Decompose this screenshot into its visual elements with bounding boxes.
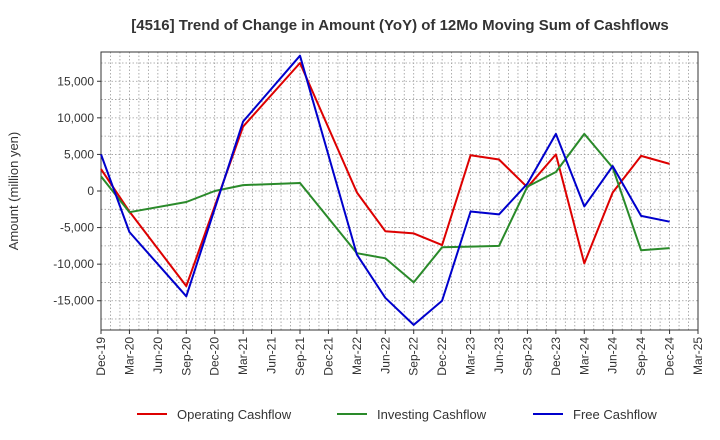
x-tick-label: Dec-23 bbox=[549, 337, 563, 376]
x-tick-label: Mar-21 bbox=[236, 337, 250, 375]
x-tick-label: Mar-20 bbox=[122, 337, 136, 375]
x-tick-label: Dec-21 bbox=[321, 337, 335, 376]
legend: Operating Cashflow Investing Cashflow Free… bbox=[137, 407, 657, 422]
x-tick-label: Mar-23 bbox=[464, 337, 478, 375]
legend-label: Operating Cashflow bbox=[177, 407, 292, 422]
x-tick-label: Dec-22 bbox=[435, 337, 449, 376]
grid-lines bbox=[100, 52, 699, 330]
x-tick-label: Sep-20 bbox=[179, 337, 193, 376]
axes: 15,000 10,000 5,000 0 -5,000 -10,000 -15,000 De… bbox=[53, 51, 705, 376]
y-tick-label: 10,000 bbox=[57, 111, 94, 125]
x-tick-label: Mar-22 bbox=[350, 337, 364, 375]
x-tick-label: Jun-20 bbox=[151, 337, 165, 374]
legend-label: Investing Cashflow bbox=[377, 407, 487, 422]
y-tick-label: 5,000 bbox=[64, 147, 94, 161]
y-tick-label: -5,000 bbox=[60, 221, 94, 235]
x-tick-label: Jun-22 bbox=[378, 337, 392, 374]
x-tick-label: Dec-19 bbox=[94, 337, 108, 376]
x-tick-label: Sep-21 bbox=[293, 337, 307, 376]
y-axis-label: Amount (million yen) bbox=[6, 132, 21, 251]
x-tick-label: Dec-20 bbox=[208, 337, 222, 376]
legend-label: Free Cashflow bbox=[573, 407, 657, 422]
x-tick-label: Mar-25 bbox=[691, 337, 705, 375]
y-tick-label: -15,000 bbox=[53, 294, 94, 308]
y-tick-label: -10,000 bbox=[53, 257, 94, 271]
x-tick-label: Jun-24 bbox=[606, 337, 620, 374]
x-tick-label: Jun-23 bbox=[492, 337, 506, 374]
chart-title: [4516] Trend of Change in Amount (YoY) o… bbox=[131, 17, 669, 34]
y-tick-label: 15,000 bbox=[57, 74, 94, 88]
x-tick-label: Sep-24 bbox=[634, 337, 648, 376]
series-line-investing-cashflow bbox=[100, 132, 670, 284]
x-tick-label: Sep-23 bbox=[520, 337, 534, 376]
series-lines bbox=[100, 54, 670, 326]
y-tick-label: 0 bbox=[87, 184, 94, 198]
x-tick-label: Dec-24 bbox=[663, 337, 677, 376]
x-tick-label: Sep-22 bbox=[407, 337, 421, 376]
x-tick-label: Jun-21 bbox=[265, 337, 279, 374]
x-tick-label: Mar-24 bbox=[577, 337, 591, 375]
series-line-free-cashflow bbox=[100, 54, 670, 326]
